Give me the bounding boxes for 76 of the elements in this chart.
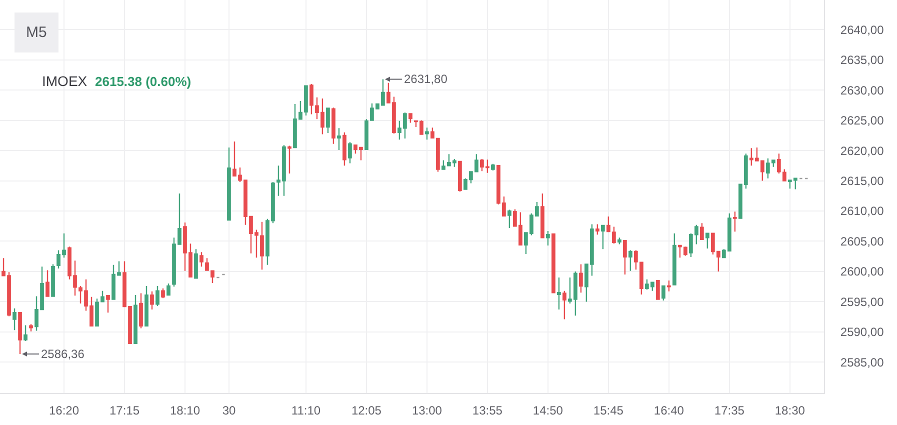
candlestick — [595, 224, 600, 236]
y-tick-label: 2630,00 — [840, 83, 884, 98]
x-tick-label: 18:30 — [774, 403, 806, 418]
candlestick — [227, 146, 231, 221]
candlestick — [700, 222, 704, 241]
candlestick — [672, 232, 676, 286]
candlestick — [46, 270, 50, 298]
candlestick — [166, 282, 170, 296]
candlestick — [666, 280, 671, 292]
y-tick-label: 2640,00 — [840, 22, 884, 37]
x-tick-label: 17:35 — [714, 403, 745, 418]
annotation: M5 — [26, 24, 47, 41]
y-tick-label: 2600,00 — [840, 264, 884, 279]
candlestick — [144, 285, 148, 326]
x-tick-label: 30 — [222, 403, 236, 418]
candlestick — [194, 248, 198, 279]
y-tick-label: 2595,00 — [840, 294, 884, 309]
x-tick-label: 16:40 — [654, 403, 684, 418]
candlestick — [546, 230, 550, 246]
y-tick-label: 2605,00 — [840, 234, 884, 248]
candlestick — [161, 288, 165, 299]
candlestick — [732, 211, 737, 232]
candlestick — [18, 312, 22, 355]
candlestick — [578, 264, 583, 294]
candlestick — [508, 209, 512, 229]
y-tick-label: 2620,00 — [840, 144, 884, 158]
y-tick-label: 2585,00 — [840, 355, 884, 370]
candlestick — [12, 308, 16, 331]
x-tick-label: 18:10 — [170, 403, 200, 418]
y-tick-label: 2635,00 — [840, 53, 884, 68]
x-tick-label: 17:15 — [109, 403, 140, 418]
annotation: 2631,80 — [404, 72, 448, 86]
x-tick-label: 16:20 — [48, 403, 80, 418]
candlestick — [134, 294, 138, 344]
candlestick — [150, 290, 154, 310]
text: 2615.38 (0.60%) — [95, 74, 192, 89]
candlestick — [139, 292, 143, 329]
candlestick — [661, 285, 666, 302]
candlestick — [288, 145, 292, 174]
x-tick-label: 13:00 — [412, 403, 442, 418]
candlestick — [200, 252, 204, 268]
candlestick — [51, 264, 55, 297]
candlestick — [556, 276, 561, 310]
candlestick — [628, 250, 632, 272]
candlestick — [491, 163, 495, 172]
y-tick-label: 2610,00 — [840, 204, 884, 218]
candlestick — [617, 237, 622, 245]
candlestick — [562, 290, 566, 320]
candlestick — [600, 224, 605, 250]
candlestick — [337, 128, 341, 151]
candlestick — [408, 113, 412, 124]
y-tick-label: 2590,00 — [840, 325, 884, 340]
candlestick — [425, 126, 429, 140]
candlestick — [705, 232, 710, 250]
y-tick-label: 2625,00 — [840, 114, 884, 128]
x-tick-label: 13:55 — [472, 403, 503, 418]
candlestick — [326, 108, 330, 134]
candlestick — [106, 295, 110, 314]
x-tick-label: 14:50 — [532, 403, 564, 418]
candlestick — [348, 141, 352, 164]
candlestick — [332, 107, 336, 144]
x-tick-label: 11:10 — [291, 403, 321, 418]
candlestick — [342, 132, 346, 166]
candlestick — [458, 160, 462, 192]
candlestick — [156, 285, 160, 307]
candlestick — [29, 323, 33, 332]
candlestick — [540, 192, 544, 238]
y-tick-label: 2615,00 — [840, 174, 884, 188]
candlestick — [24, 324, 28, 342]
x-tick-label: 15:45 — [593, 403, 624, 418]
candlestick — [551, 232, 556, 294]
candlestick — [656, 280, 660, 300]
annotation: 2586,36 — [41, 347, 85, 361]
candlestick — [622, 240, 627, 276]
text: IMOEX — [42, 73, 88, 89]
x-tick-label: 12:05 — [351, 403, 382, 418]
